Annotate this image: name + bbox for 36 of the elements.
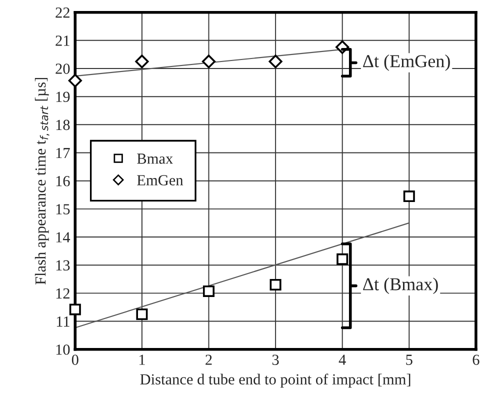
legend-label: EmGen	[137, 175, 184, 186]
point	[270, 278, 282, 291]
point	[68, 74, 82, 88]
point	[202, 285, 215, 297]
point	[336, 253, 348, 265]
point	[135, 54, 149, 68]
x-tick-label: 1	[139, 354, 145, 365]
y-tick-label: 12	[56, 288, 70, 298]
annotation: Δt (Bmax)	[363, 278, 438, 294]
point	[136, 308, 148, 320]
y-tick-label: 22	[56, 8, 70, 18]
x-tick-label: 0	[72, 354, 78, 365]
y-tick-label: 20	[56, 64, 70, 74]
y-tick-label: 11	[56, 316, 70, 327]
x-tick-label: 2	[206, 354, 212, 365]
point	[268, 54, 282, 68]
x-tick-label: 6	[472, 354, 480, 365]
point	[69, 304, 81, 316]
x-tick-label: 5	[406, 354, 412, 365]
y-tick-label: 21	[56, 36, 70, 46]
y-tick-label: 10	[56, 344, 70, 355]
y-tick-label: 14	[56, 232, 70, 242]
point	[403, 190, 415, 202]
x-axis-title: Distance d tube end to point of impact [mm]	[140, 374, 410, 388]
y-axis-title: Flash appearance time t$_{f,start}$ [µs]	[34, 78, 50, 285]
y-tick-label: 19	[56, 92, 70, 102]
x-tick-label: 4	[338, 354, 346, 365]
y-tick-label: 17	[56, 148, 70, 158]
y-tick-label: 16	[56, 176, 70, 186]
x-tick-label: 3	[272, 354, 279, 365]
legend-label: Bmax	[137, 154, 173, 164]
annotation: Δt (EmGen)	[363, 54, 450, 71]
y-tick-label: 18	[56, 120, 70, 130]
y-tick-label: 13	[56, 260, 70, 271]
point	[202, 54, 216, 68]
y-tick-label: 15	[56, 204, 70, 214]
